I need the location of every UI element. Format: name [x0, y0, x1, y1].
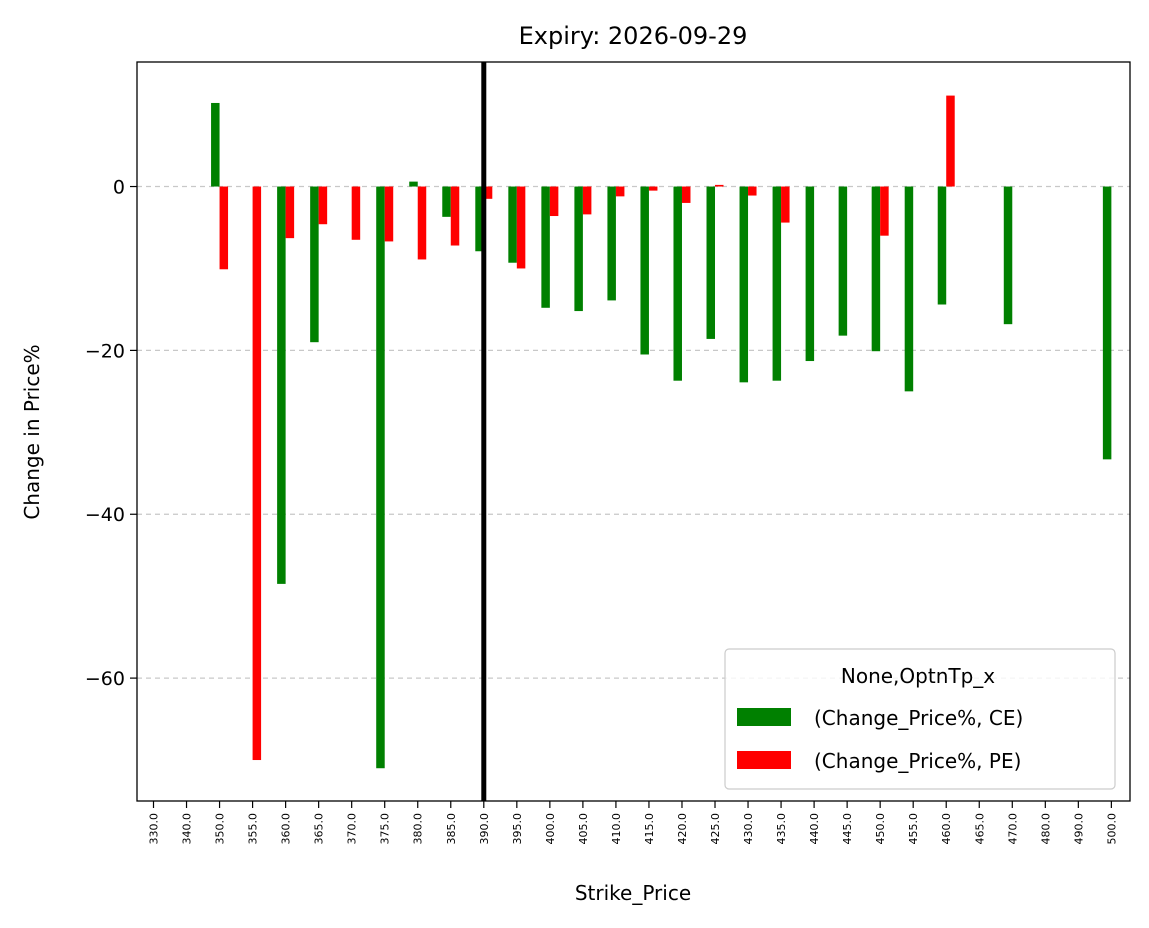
x-tick-label: 460.0	[940, 813, 953, 845]
bar-ce	[1102, 186, 1112, 460]
x-tick-label: 490.0	[1072, 813, 1085, 845]
bar-ce	[442, 186, 451, 217]
grid	[137, 185, 1130, 679]
legend-label-ce: (Change_Price%, CE)	[814, 706, 1023, 730]
legend-swatch-ce	[737, 708, 791, 726]
x-axis-label: Strike_Price	[575, 881, 691, 905]
y-axis-label: Change in Price%	[20, 344, 44, 519]
y-tick-label: −20	[85, 340, 125, 362]
bar-pe	[483, 186, 493, 199]
bar-pe	[219, 186, 229, 270]
bar-ce	[772, 186, 782, 381]
bar-ce	[541, 186, 550, 308]
legend-swatch-pe	[737, 751, 791, 769]
chart-title: Expiry: 2026-09-29	[519, 22, 748, 50]
bar-ce	[871, 186, 881, 352]
bar-pe	[748, 186, 757, 196]
x-tick-label: 425.0	[709, 813, 722, 845]
x-tick-label: 385.0	[445, 813, 458, 845]
x-tick-label: 405.0	[577, 813, 590, 845]
bar-ce	[838, 186, 848, 336]
bar-pe	[351, 186, 361, 240]
y-tick-label: −40	[85, 504, 125, 526]
bars	[211, 95, 1112, 769]
bar-pe	[384, 186, 394, 242]
bar-pe	[549, 186, 559, 217]
x-tick-label: 355.0	[247, 813, 260, 845]
x-tick-label: 445.0	[841, 813, 854, 845]
bar-pe	[715, 184, 724, 187]
x-tick-label: 370.0	[346, 813, 359, 845]
bar-ce	[640, 186, 649, 355]
bar-ce	[706, 186, 716, 339]
x-tick-label: 330.0	[148, 813, 161, 845]
x-tick-label: 365.0	[313, 813, 326, 845]
x-tick-label: 440.0	[808, 813, 821, 845]
y-tick-label: −60	[85, 668, 125, 690]
x-tick-label: 450.0	[874, 813, 887, 845]
bar-ce	[508, 186, 517, 263]
x-tick-label: 390.0	[478, 813, 491, 845]
bar-pe	[681, 186, 691, 203]
y-axis: 0 −20 −40 −60	[85, 177, 137, 690]
x-tick-label: 350.0	[214, 813, 227, 845]
x-tick-label: 400.0	[544, 813, 557, 845]
y-tick-label: 0	[113, 177, 125, 199]
x-tick-label: 455.0	[907, 813, 920, 845]
x-tick-label: 465.0	[973, 813, 986, 845]
bar-ce	[1003, 186, 1013, 325]
x-tick-label: 470.0	[1006, 813, 1019, 845]
legend-label-pe: (Change_Price%, PE)	[814, 749, 1021, 773]
bar-pe	[880, 186, 889, 236]
x-tick-label: 380.0	[412, 813, 425, 845]
bar-ce	[574, 186, 583, 312]
legend-box	[724, 648, 1116, 790]
bar-ce	[310, 186, 319, 343]
x-tick-label: 415.0	[643, 813, 656, 845]
x-tick-label: 375.0	[379, 813, 392, 845]
bar-ce	[211, 102, 220, 187]
bar-pe	[252, 186, 262, 761]
x-tick-label: 430.0	[742, 813, 755, 845]
bar-ce	[475, 186, 484, 252]
x-tick-label: 500.0	[1105, 813, 1118, 845]
bar-pe	[516, 186, 526, 269]
bar-pe	[285, 186, 295, 239]
x-tick-label: 340.0	[181, 813, 194, 845]
bar-pe	[946, 95, 955, 187]
bar-ce	[376, 186, 385, 769]
x-tick-label: 435.0	[775, 813, 788, 845]
x-tick-label: 360.0	[280, 813, 293, 845]
bar-ce	[607, 186, 616, 301]
bar-ce	[739, 186, 749, 383]
x-tick-label: 395.0	[511, 813, 524, 845]
x-tick-label: 480.0	[1039, 813, 1052, 845]
bar-ce	[805, 186, 815, 362]
x-tick-label: 410.0	[610, 813, 623, 845]
bar-pe	[648, 186, 658, 191]
bar-pe	[318, 186, 328, 225]
x-axis: 330.0 340.0 350.0 355.0 360.0 365.0 370.0 375.0…	[148, 801, 1118, 845]
bar-pe	[781, 186, 790, 223]
bar-pe	[417, 186, 427, 260]
bar-ce	[409, 181, 418, 187]
bar-ce	[904, 186, 914, 392]
plot-frame	[136, 61, 1131, 802]
bar-pe	[450, 186, 460, 246]
legend: None,OptnTp_x (Change_Price%, CE) (Chang…	[724, 648, 1116, 790]
bar-ce	[277, 186, 286, 584]
bar-ce	[937, 186, 947, 305]
bar-pe	[615, 186, 625, 197]
bar-ce	[673, 186, 682, 381]
x-tick-label: 420.0	[676, 813, 689, 845]
legend-title: None,OptnTp_x	[841, 664, 995, 688]
bar-pe	[582, 186, 592, 215]
